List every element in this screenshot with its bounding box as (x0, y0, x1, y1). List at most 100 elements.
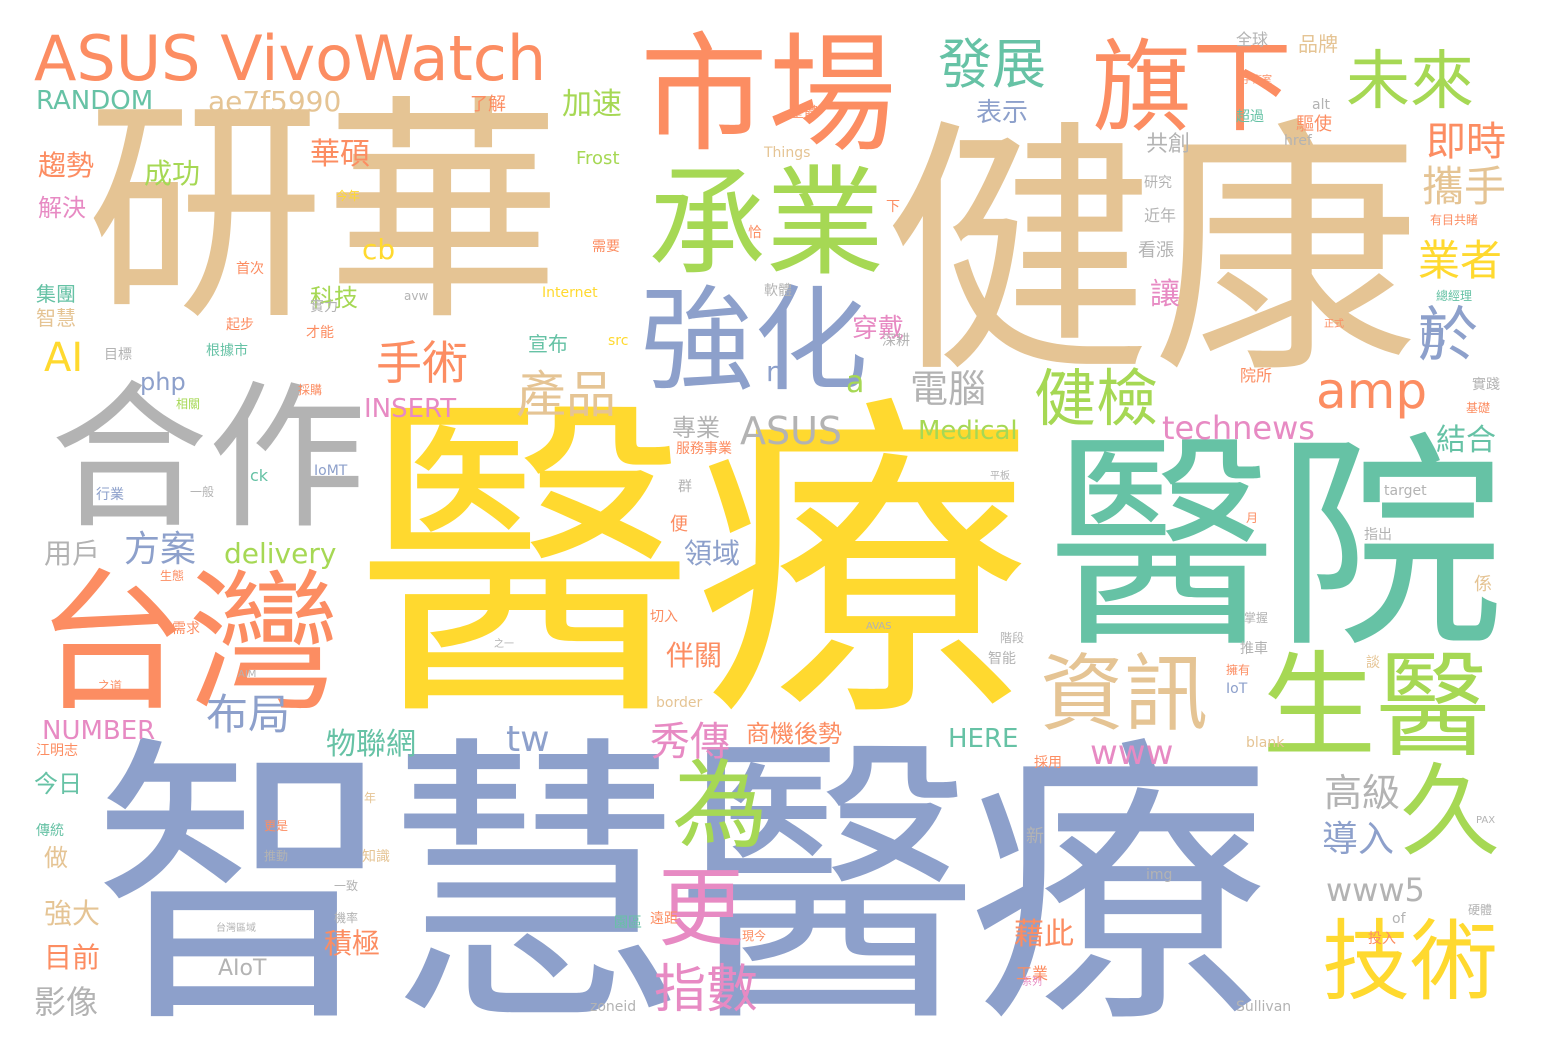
word-xieshou: 攜手 (1422, 162, 1507, 211)
word-qudong: 驅使 (1296, 114, 1332, 135)
word-yiliao: 醫療 (356, 368, 1032, 762)
word-tuiguang: 推動 (264, 849, 289, 863)
word-liaojie: 了解 (470, 94, 506, 115)
word-avas: AVAS (866, 621, 892, 632)
word-technews: technews (1162, 409, 1315, 447)
word-yonghu: 用戶 (44, 537, 101, 570)
word-zhengshi: 正式 (1324, 319, 1344, 330)
word-hangye: 行業 (96, 487, 124, 503)
word-fazhan: 發展 (938, 33, 1046, 96)
word-jinnian2: 今年 (336, 189, 361, 203)
word-yezhe: 業者 (1418, 236, 1503, 285)
word-href: href (1284, 133, 1312, 149)
word-chengye: 承業 (648, 154, 885, 292)
word-yanjiu: 研究 (1144, 175, 1172, 191)
word-yanhua: 研華 (86, 76, 562, 353)
word-pingban: 平板 (990, 471, 1010, 482)
word-zoneid: zoneid (590, 999, 637, 1015)
word-taiwan-sm: 台灣區域 (216, 923, 256, 934)
word-qun: 群 (678, 479, 692, 495)
word-cb: cb (362, 233, 396, 266)
word-jiejue: 解決 (38, 194, 86, 222)
word-shijian: 實踐 (1472, 377, 1500, 393)
word-mubiao: 目前 (44, 941, 101, 974)
word-of: of (1392, 911, 1406, 927)
word-shengtai: 生態 (160, 569, 185, 583)
word-youmu: 有目共睹 (1430, 213, 1479, 227)
word-xinye: 新 (1026, 826, 1044, 847)
word-shangji: 商機後勢 (746, 720, 842, 748)
word-zhihui: 智慧 (36, 306, 76, 330)
word-kanzhang: 看漲 (1138, 240, 1174, 261)
word-chuantong: 傳統 (36, 823, 64, 839)
word-biaoshi: 表示 (976, 98, 1029, 128)
word-chanpin: 產品 (516, 366, 616, 424)
word-yongyou: 擁有 (1226, 663, 1251, 677)
word-shidian: 目標 (104, 347, 132, 363)
word-yingxiang: 影像 (34, 983, 99, 1021)
word-target: target (1384, 483, 1427, 499)
word-yi: 已 (1418, 319, 1447, 352)
word-shengyi: 生醫 (1262, 640, 1491, 773)
word-gongchuang: 共創 (1146, 132, 1191, 157)
word-jiu: 久 (1400, 753, 1500, 870)
word-qushi: 趨勢 (38, 149, 95, 182)
word-xuanbu: 宣布 (528, 332, 568, 356)
word-qiangda: 強大 (44, 897, 101, 930)
word-frost: Frost (576, 148, 620, 169)
word-caiyong: 採用 (1034, 755, 1062, 771)
word-zhishi: 知識 (362, 849, 390, 865)
word-daoru: 導入 (1322, 819, 1395, 860)
word-jieci: 藉此 (1014, 917, 1074, 952)
word-xiangguan: 相關 (176, 397, 201, 411)
word-huashuo: 華碩 (310, 137, 370, 172)
word-fuwu: 服務事業 (676, 441, 732, 457)
word-zhiyi: 之一 (494, 639, 514, 650)
word-jiankang: 健康 (884, 98, 1420, 410)
word-yiyuan: 醫院 (1048, 413, 1504, 679)
word-jiqi: 機率 (334, 911, 359, 925)
word-zixun: 資訊 (1040, 645, 1209, 743)
word-yingti: 硬體 (1468, 903, 1493, 917)
word-rang: 讓 (1150, 277, 1180, 312)
word-img: img (1146, 867, 1173, 883)
word-asus-vivowatch: ASUS VivoWatch (34, 22, 547, 95)
word-qianghua: 強化 (640, 274, 869, 407)
word-jiasu: 加速 (562, 87, 622, 122)
word-internet: Internet (542, 285, 598, 301)
word-yizhi: 一致 (334, 879, 359, 893)
word-tw: tw (506, 719, 550, 760)
word-xi: 係 (1474, 574, 1492, 595)
word-geng: 更 (658, 859, 744, 959)
word-blank: blank (1246, 735, 1285, 751)
word-chaoguo: 超過 (1236, 109, 1264, 125)
word-here: HERE (948, 724, 1019, 754)
word-zongjingli: 總經理 (1436, 289, 1473, 303)
word-tan: 談 (1366, 655, 1380, 671)
word-zhishu: 指數 (654, 960, 759, 1020)
word-shili: 實力 (310, 299, 338, 315)
word-shichang: 市場 (640, 21, 897, 170)
word-wulianwang: 物聯網 (326, 727, 416, 762)
word-www5: www5 (1326, 871, 1425, 909)
word-zhuanye: 專業 (672, 414, 720, 442)
word-pinpai: 品牌 (1298, 32, 1338, 56)
word-amp: amp (1316, 362, 1428, 420)
word-keji: 科技 (310, 284, 358, 312)
word-jishu: 技術 (1322, 910, 1499, 1013)
word-yuansuo: 院所 (1240, 366, 1273, 385)
word-tuiche: 推車 (1240, 641, 1268, 657)
word-chengong: 成功 (144, 157, 201, 190)
word-gongye: 工業 (1016, 964, 1049, 983)
word-insert: INSERT (364, 394, 457, 424)
word-ruanti: 軟體 (764, 283, 792, 299)
word-yuanqu: 園區 (614, 915, 642, 931)
word-touru: 投入 (1368, 931, 1396, 947)
word-shoushu-sm: 手術室 (1242, 75, 1272, 86)
word-jishi: 即時 (1426, 119, 1506, 165)
word-buju: 布局 (206, 690, 291, 739)
word-chuanguo: 更是 (264, 819, 289, 833)
word-bian: 便 (670, 514, 688, 535)
word-ai: AI (44, 335, 84, 381)
word-aim: AIM (238, 669, 257, 680)
